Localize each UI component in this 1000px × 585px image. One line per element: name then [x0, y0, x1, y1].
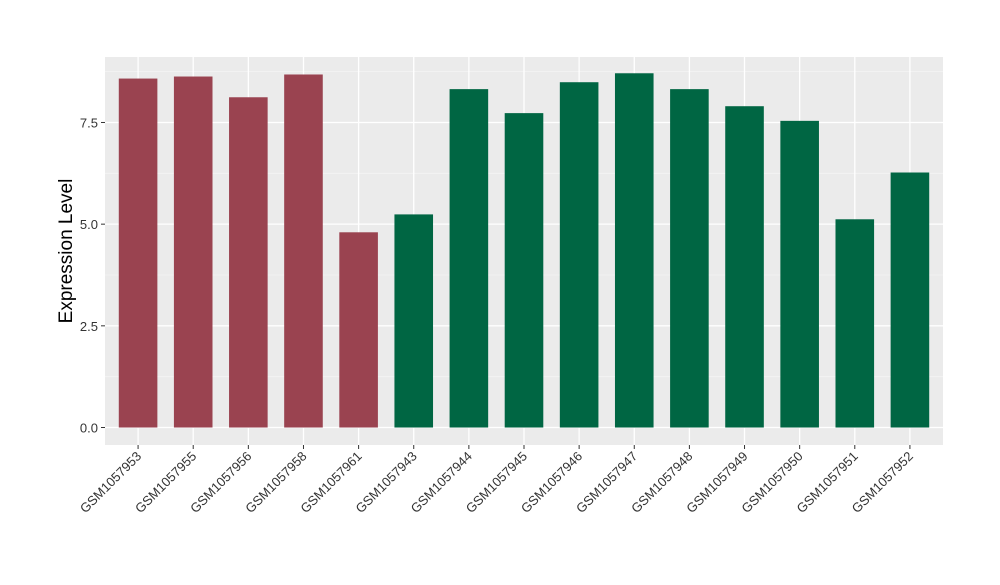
bar	[449, 89, 489, 428]
bar	[835, 219, 875, 428]
bar	[504, 113, 544, 428]
bar	[614, 73, 654, 428]
plot-panel	[105, 57, 943, 445]
bar	[173, 76, 213, 428]
bar	[118, 78, 158, 428]
bar	[559, 82, 599, 428]
bar	[284, 74, 323, 428]
y-axis-label: Expression Level	[56, 179, 77, 324]
y-tick-label: 5.0	[80, 217, 98, 232]
bar	[229, 97, 268, 428]
bar	[780, 120, 819, 428]
y-tick-label: 7.5	[80, 115, 98, 130]
bar	[339, 232, 378, 428]
y-tick-label: 0.0	[80, 421, 98, 436]
bar	[890, 172, 930, 428]
y-tick-label: 2.5	[80, 319, 98, 334]
bar	[670, 89, 709, 428]
bar	[725, 106, 764, 428]
bar	[394, 214, 434, 428]
